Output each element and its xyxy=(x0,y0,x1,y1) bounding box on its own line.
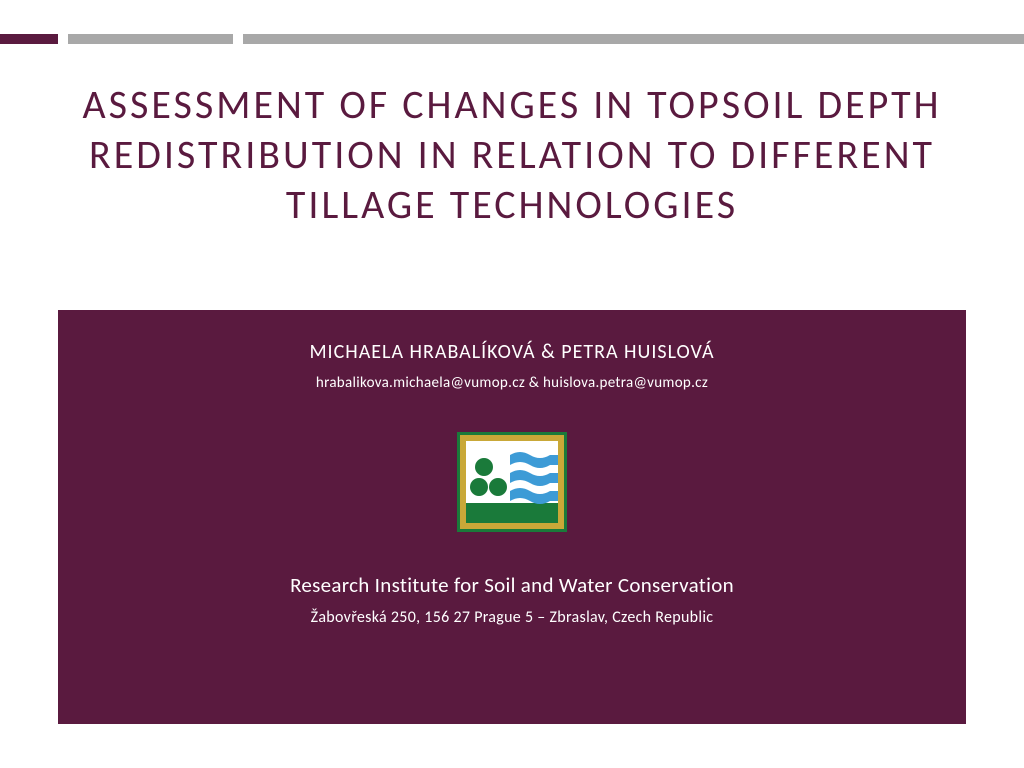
accent-bar-gap xyxy=(233,34,243,44)
author-panel: MICHAELA HRABALÍKOVÁ & PETRA HUISLOVÁ hr… xyxy=(58,310,966,724)
emails-line: hrabalikova.michaela@vumop.cz & huislova… xyxy=(58,374,966,392)
accent-bar-seg-1 xyxy=(0,34,58,44)
institute-name: Research Institute for Soil and Water Co… xyxy=(58,572,966,598)
institute-logo-inner xyxy=(466,441,558,523)
title-area: ASSESSMENT OF CHANGES IN TOPSOIL DEPTH R… xyxy=(0,80,1024,230)
institute-logo xyxy=(457,432,567,532)
accent-bar-gap xyxy=(58,34,68,44)
slide-title: ASSESSMENT OF CHANGES IN TOPSOIL DEPTH R… xyxy=(40,80,984,230)
accent-bar-seg-3 xyxy=(243,34,1024,44)
institute-address: Žabovřeská 250, 156 27 Prague 5 – Zbrasl… xyxy=(58,608,966,627)
institute-logo-svg xyxy=(466,441,558,523)
authors-line: MICHAELA HRABALÍKOVÁ & PETRA HUISLOVÁ xyxy=(58,340,966,364)
logo-wrap xyxy=(58,432,966,532)
accent-bar xyxy=(0,34,1024,44)
accent-bar-seg-2 xyxy=(68,34,233,44)
